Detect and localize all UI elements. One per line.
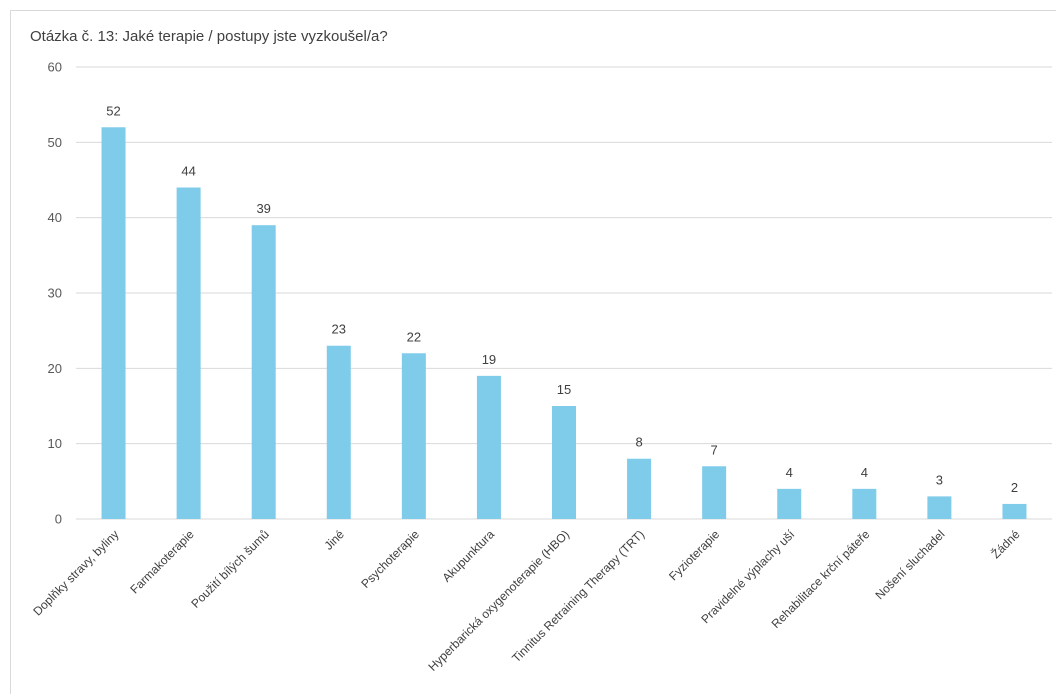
bar bbox=[552, 406, 576, 519]
y-tick-label: 60 bbox=[48, 60, 62, 75]
y-axis-ticks: 0 10 20 30 40 50 60 bbox=[48, 60, 62, 527]
data-label: 22 bbox=[407, 329, 421, 344]
data-label: 8 bbox=[635, 435, 642, 450]
bar bbox=[401, 353, 426, 519]
category-label: Použití bílých šumů bbox=[188, 527, 271, 610]
bar bbox=[101, 127, 126, 520]
chart-title: Otázka č. 13: Jaké terapie / postupy jst… bbox=[30, 28, 388, 45]
bar bbox=[251, 225, 276, 519]
chart-frame bbox=[10, 10, 1056, 694]
category-label: Jiné bbox=[321, 527, 347, 553]
data-label: 23 bbox=[332, 322, 346, 337]
category-label: Farmakoterapie bbox=[127, 527, 197, 597]
y-tick-label: 40 bbox=[48, 210, 62, 225]
y-tick-label: 0 bbox=[55, 512, 62, 527]
bar bbox=[476, 375, 501, 519]
category-label: Tinnitus Retraining Therapy (TRT) bbox=[509, 527, 647, 665]
bar bbox=[852, 488, 877, 519]
bar bbox=[777, 488, 802, 519]
data-label: 2 bbox=[1011, 480, 1018, 495]
data-label: 19 bbox=[482, 352, 496, 367]
bar bbox=[326, 345, 351, 519]
y-tick-label: 50 bbox=[48, 135, 62, 150]
bar bbox=[1002, 503, 1027, 519]
y-tick-label: 20 bbox=[48, 361, 62, 376]
category-label: Fyzioterapie bbox=[666, 527, 722, 583]
category-label: Žádné bbox=[988, 526, 1023, 561]
bar bbox=[176, 187, 201, 520]
y-tick-label: 30 bbox=[48, 286, 62, 301]
data-label: 7 bbox=[711, 442, 718, 457]
category-label: Nošení sluchadel bbox=[873, 527, 948, 602]
category-label: Doplňky stravy, byliny bbox=[30, 527, 121, 618]
data-label: 3 bbox=[936, 472, 943, 487]
bars bbox=[101, 127, 1027, 520]
category-label: Psychoterapie bbox=[358, 527, 422, 591]
bar bbox=[627, 458, 652, 519]
category-labels: Doplňky stravy, byliny FarmakoterapiePouž… bbox=[30, 526, 1022, 674]
data-label: 44 bbox=[181, 164, 195, 179]
bar bbox=[927, 496, 952, 519]
data-label: 4 bbox=[861, 465, 868, 480]
category-label: Hyperbarická oxygenoterapie (HBO) bbox=[425, 527, 572, 674]
data-label: 39 bbox=[256, 201, 270, 216]
data-label: 4 bbox=[786, 465, 793, 480]
data-label: 52 bbox=[106, 103, 120, 118]
gridlines bbox=[76, 66, 1052, 520]
category-label: Akupunktura bbox=[439, 527, 497, 585]
data-label: 15 bbox=[557, 382, 571, 397]
bar bbox=[702, 466, 727, 519]
y-tick-label: 10 bbox=[48, 436, 62, 451]
